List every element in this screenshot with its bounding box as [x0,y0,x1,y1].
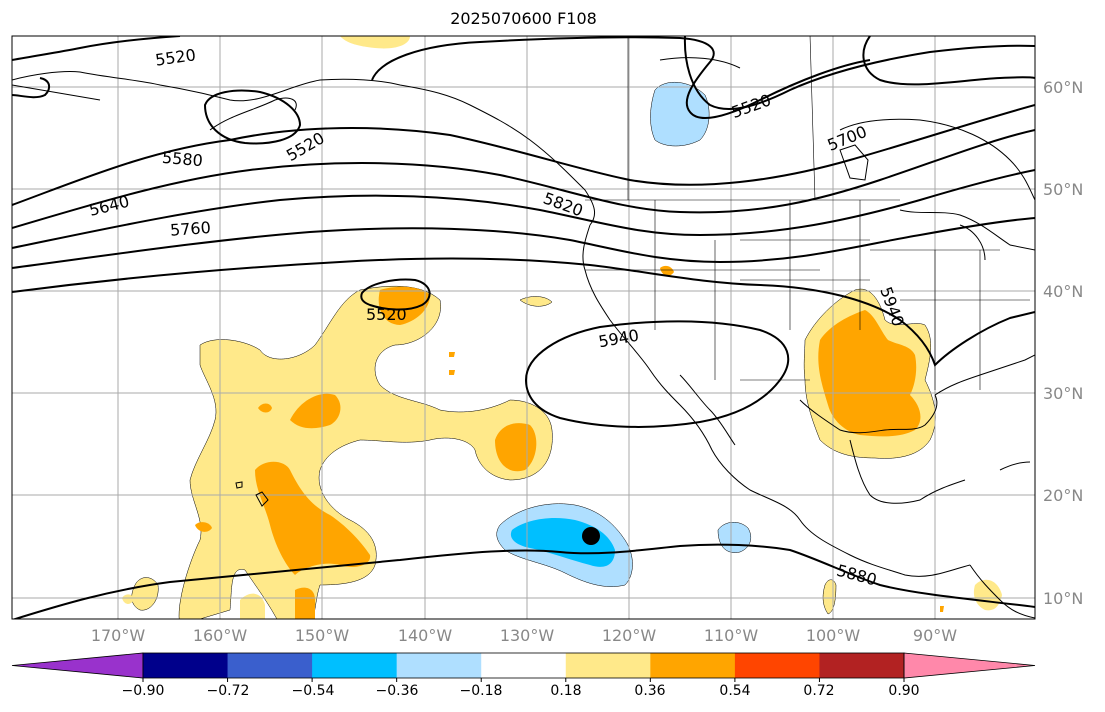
colorbar-tick-label: −0.54 [291,683,335,699]
colorbar-segment [650,653,736,678]
contour-label: 5520 [283,128,328,165]
colorbar-tick-label: −0.72 [206,683,250,699]
contour-label: 5640 [87,192,131,220]
contour-label: 5520 [729,90,774,122]
colorbar-tick-label: −0.18 [459,683,503,699]
contour-label: 5520 [366,305,407,324]
lat-label: 40°N [1043,282,1084,301]
contour-label: 5580 [161,148,203,170]
colorbar-tick-label: 0.72 [803,683,835,699]
colorbar-tick-label: −0.90 [121,683,165,699]
colorbar-segment [819,653,905,678]
height-contours [12,36,1035,619]
colorbar-segment [227,653,313,678]
lon-label: 110°W [703,626,759,645]
colorbar-tick-label: 0.54 [719,683,751,699]
colorbar-segment [734,653,820,678]
contour-labels: 5520 5520 5520 5580 5640 5760 5820 5700 … [87,45,908,590]
lat-label: 20°N [1043,486,1084,505]
lon-label: 100°W [805,626,861,645]
coastlines [12,57,1035,619]
lon-label: 130°W [499,626,555,645]
contour-label: 5940 [597,326,640,352]
contour-label: 5520 [154,45,197,69]
lon-label: 90°W [912,626,958,645]
anomaly-shading [122,36,1002,619]
lon-label: 160°W [192,626,248,645]
contour-label: 5880 [835,561,879,590]
lon-label: 120°W [601,626,657,645]
map-title: 2025070600 F108 [450,9,597,28]
lat-label: 50°N [1043,180,1084,199]
colorbar-segment [396,653,482,678]
colorbar-extend-high [903,652,1036,679]
colorbar-tick-label: 0.18 [550,683,582,699]
colorbar-segment [143,653,229,678]
colorbar-segment [481,653,567,678]
lat-label: 60°N [1043,78,1084,97]
colorbar-segment [565,653,651,678]
storm-marker [582,527,600,545]
colorbar-tick-label: 0.36 [634,683,666,699]
lat-label: 30°N [1043,384,1084,403]
colorbar-frame [142,652,905,679]
lon-label: 170°W [90,626,146,645]
colorbar-segment [312,653,398,678]
contour-label: 5760 [169,218,211,240]
colorbar [11,652,1036,682]
colorbar-extend-low [11,652,144,679]
lon-label: 150°W [294,626,350,645]
colorbar-tick-label: −0.36 [375,683,419,699]
map-frame [11,35,1036,620]
lat-label: 10°N [1043,589,1084,608]
lon-label: 140°W [397,626,453,645]
colorbar-tick-label: 0.90 [888,683,920,699]
